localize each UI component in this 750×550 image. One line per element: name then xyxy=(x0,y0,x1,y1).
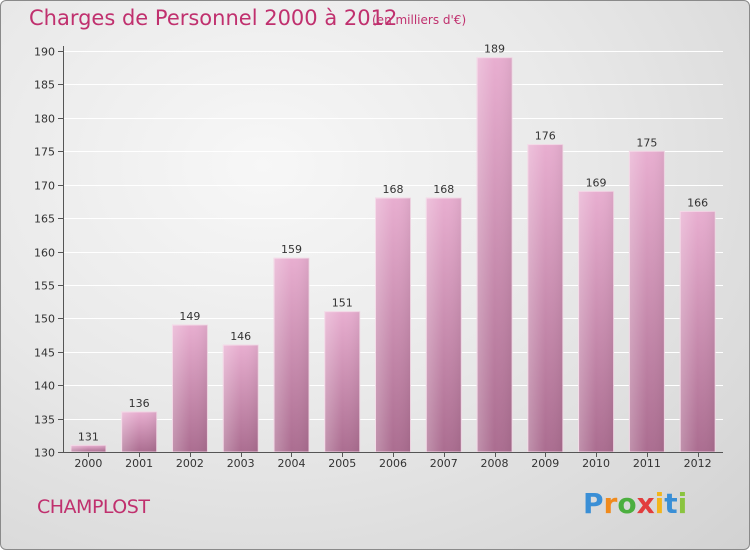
bar-value-label: 169 xyxy=(586,176,607,189)
chart-title: Charges de Personnel 2000 à 2012 xyxy=(29,6,398,30)
bar-shine xyxy=(172,325,208,452)
y-tick-label: 155 xyxy=(34,280,55,293)
y-tick-label: 130 xyxy=(34,447,55,460)
x-tick-label: 2007 xyxy=(430,457,458,470)
commune-name: CHAMPLOST xyxy=(37,496,150,518)
bar-shine xyxy=(324,311,360,452)
logo-letter: t xyxy=(664,487,678,520)
bar-value-label: 159 xyxy=(281,243,302,256)
x-tick-label: 2004 xyxy=(277,457,305,470)
bar-value-label: 131 xyxy=(78,430,99,443)
bar-value-label: 136 xyxy=(129,397,150,410)
y-tick-label: 135 xyxy=(34,414,55,427)
logo-letter: r xyxy=(603,487,618,520)
bar-shine xyxy=(223,345,259,452)
x-tick-label: 2000 xyxy=(74,457,102,470)
bar-shine xyxy=(426,198,462,452)
x-tick-label: 2002 xyxy=(176,457,204,470)
bar-value-label: 151 xyxy=(332,297,353,310)
bar-value-label: 166 xyxy=(687,196,708,209)
bar-shine xyxy=(477,57,513,452)
bar-shine xyxy=(578,191,614,452)
y-tick-label: 170 xyxy=(34,180,55,193)
logo-letter: P xyxy=(583,487,604,520)
x-tick-label: 2012 xyxy=(684,457,712,470)
bar-value-label: 168 xyxy=(383,183,404,196)
bar-value-label: 175 xyxy=(636,136,657,149)
y-tick-label: 190 xyxy=(34,46,55,59)
bar-value-label: 146 xyxy=(230,330,251,343)
logo-letter: i xyxy=(677,487,688,520)
logo-letter: o xyxy=(617,487,637,520)
bar-shine xyxy=(121,411,157,452)
x-tick-label: 2011 xyxy=(633,457,661,470)
bar-value-label: 176 xyxy=(535,130,556,143)
bar-value-label: 189 xyxy=(484,43,505,56)
x-tick-label: 2006 xyxy=(379,457,407,470)
y-tick-label: 175 xyxy=(34,146,55,159)
y-tick-label: 150 xyxy=(34,313,55,326)
x-tick-label: 2005 xyxy=(328,457,356,470)
bar-shine xyxy=(629,151,665,452)
logo-letter: i xyxy=(654,487,665,520)
x-tick-label: 2008 xyxy=(481,457,509,470)
x-tick-label: 2001 xyxy=(125,457,153,470)
y-tick-label: 180 xyxy=(34,113,55,126)
value-labels: 131 136 149 146 159 151 168 168 189 176 169 175 166 xyxy=(78,43,708,444)
y-tick-label: 140 xyxy=(34,380,55,393)
bar-shine xyxy=(70,445,106,452)
bars xyxy=(70,57,716,453)
x-tick-label: 2009 xyxy=(531,457,559,470)
y-tick-label: 165 xyxy=(34,213,55,226)
x-tick-label: 2003 xyxy=(227,457,255,470)
y-tick-label: 185 xyxy=(34,79,55,92)
chart-subtitle: (en milliers d'€) xyxy=(372,13,467,27)
bar-value-label: 149 xyxy=(179,310,200,323)
bar-shine xyxy=(375,198,411,452)
axes: 130 135 140 145 150 155 160 165 170 175 180 185 190 2… xyxy=(34,46,723,470)
x-tick-label: 2010 xyxy=(582,457,610,470)
bar-value-label: 168 xyxy=(433,183,454,196)
y-tick-label: 145 xyxy=(34,347,55,360)
y-tick-label: 160 xyxy=(34,247,55,260)
bar-shine xyxy=(273,258,309,452)
bar-shine xyxy=(680,211,716,452)
bar-shine xyxy=(527,144,563,453)
proxiti-logo[interactable]: Proxiti xyxy=(583,487,687,520)
logo-letter: x xyxy=(636,487,655,520)
